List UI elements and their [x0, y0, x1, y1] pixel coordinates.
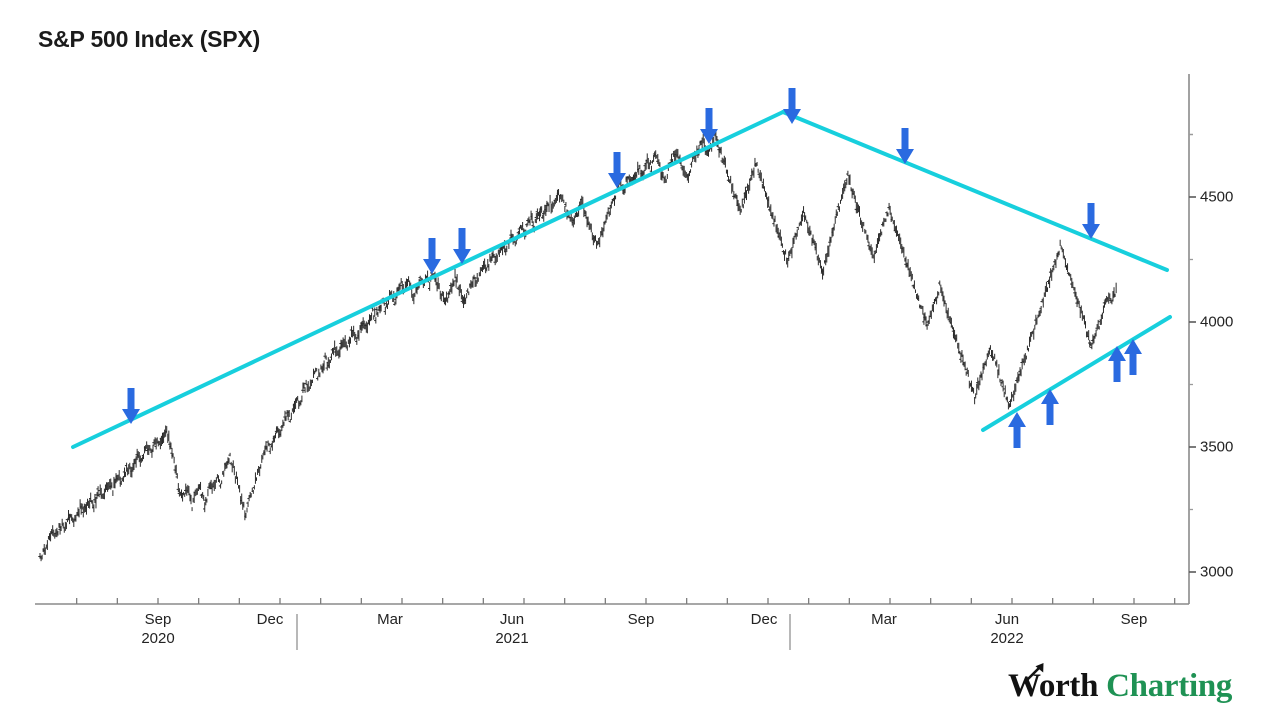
- x-axis-year-label: 2020: [141, 630, 175, 647]
- y-axis-tick-label: 4000: [1200, 313, 1234, 331]
- chart-axes: [35, 74, 1196, 650]
- y-axis-tick-label: 4500: [1200, 188, 1234, 206]
- down-arrow-4: [608, 152, 626, 188]
- down-arrow-2: [423, 238, 441, 274]
- down-arrow-6: [783, 88, 801, 124]
- x-axis-tick-label: Sep: [627, 611, 655, 628]
- annotation-arrows-group: [122, 88, 1142, 448]
- y-axis-tick-label: 3000: [1200, 563, 1234, 581]
- x-axis-tick-label: Jun: [994, 611, 1020, 628]
- down-arrow-3: [453, 228, 471, 264]
- x-axis-tick-label: Mar: [871, 611, 897, 628]
- up-arrow-2: [1041, 389, 1059, 425]
- trendlines-group: [71, 110, 1172, 449]
- down-arrow-1: [122, 388, 140, 424]
- rising-support-trendline-2022: [981, 315, 1172, 432]
- rising-support-trendline: [71, 110, 785, 449]
- x-axis-year-label: 2022: [990, 630, 1024, 647]
- down-arrow-7: [896, 128, 914, 164]
- x-axis-tick-label: Dec: [256, 611, 284, 628]
- up-arrow-1: [1008, 412, 1026, 448]
- x-axis-tick-label: Mar: [377, 611, 403, 628]
- down-arrow-8: [1082, 203, 1100, 239]
- up-arrow-4: [1124, 339, 1142, 375]
- y-axis-tick-label: 3500: [1200, 438, 1234, 456]
- falling-resistance-trendline: [781, 110, 1169, 272]
- x-axis-tick-label: Sep: [144, 611, 172, 628]
- up-right-arrow-icon: [1023, 663, 1044, 684]
- worth-charting-logo: Worth Charting: [1008, 668, 1232, 705]
- up-arrow-3: [1108, 346, 1126, 382]
- x-axis-year-label: 2021: [495, 630, 529, 647]
- x-axis-tick-label: Dec: [750, 611, 778, 628]
- page-title: S&P 500 Index (SPX): [38, 26, 261, 52]
- ohlc-price-bars: [38, 130, 1117, 562]
- logo-word-charting: Charting: [1106, 668, 1233, 704]
- down-arrow-5: [700, 108, 718, 144]
- x-axis-tick-label: Sep: [1120, 611, 1148, 628]
- x-axis-tick-label: Jun: [499, 611, 525, 628]
- logo-word-worth: Worth: [1008, 668, 1099, 704]
